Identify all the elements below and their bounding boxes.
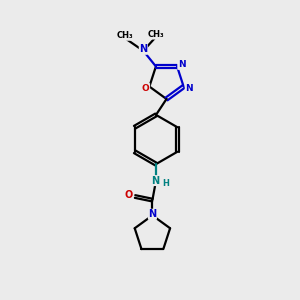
- Text: O: O: [142, 84, 150, 93]
- Text: O: O: [125, 190, 133, 200]
- Text: CH₃: CH₃: [117, 31, 134, 40]
- Text: N: N: [151, 176, 160, 186]
- Text: H: H: [162, 178, 169, 188]
- Text: N: N: [185, 84, 193, 93]
- Text: CH₃: CH₃: [148, 30, 164, 39]
- Text: N: N: [178, 60, 185, 69]
- Text: N: N: [139, 44, 147, 54]
- Text: N: N: [148, 209, 157, 219]
